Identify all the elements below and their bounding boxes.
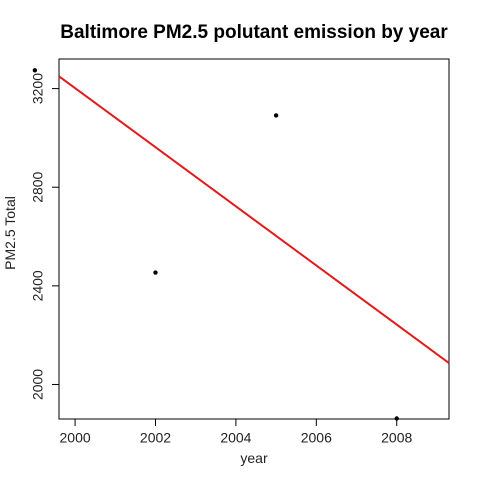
y-tick-label: 2800 (30, 171, 46, 202)
data-points (32, 68, 399, 421)
x-axis: 2000 2002 2004 2006 2008 (60, 419, 413, 446)
y-tick-label: 2000 (30, 369, 46, 400)
x-tick-label: 2006 (301, 430, 332, 446)
trend-line (58, 75, 450, 364)
x-tick-label: 2002 (140, 430, 171, 446)
plot-area (58, 58, 450, 420)
x-tick-label: 2000 (60, 430, 91, 446)
y-axis: 2000 2400 2800 3200 (30, 73, 59, 400)
data-point (153, 270, 158, 275)
chart-title: Baltimore PM2.5 polutant emission by yea… (60, 22, 448, 43)
y-tick-label: 3200 (30, 73, 46, 104)
x-tick-label: 2008 (381, 430, 412, 446)
data-point (394, 416, 399, 421)
data-point (273, 113, 279, 118)
x-axis-label: year (240, 450, 268, 466)
y-tick-label: 2400 (30, 270, 46, 301)
data-point (32, 68, 38, 73)
y-axis-label: PM2.5 Total (2, 196, 18, 270)
x-tick-label: 2004 (220, 430, 251, 446)
